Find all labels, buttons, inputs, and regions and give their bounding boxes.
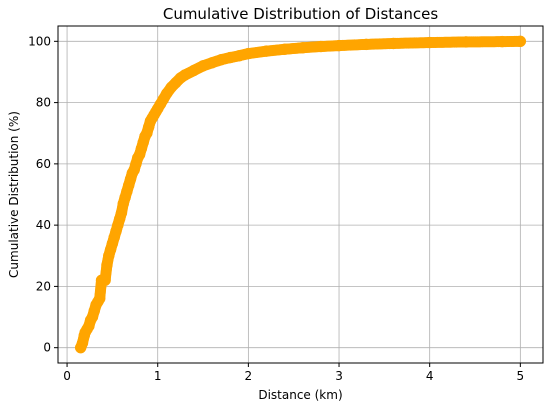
x-tick-label: 5 <box>517 369 525 383</box>
y-axis-label: Cumulative Distribution (%) <box>7 111 21 278</box>
y-tick-label: 80 <box>36 96 51 110</box>
x-tick-label: 0 <box>63 369 71 383</box>
x-axis-ticks: 0 1 2 3 4 5 <box>63 363 524 383</box>
y-axis-ticks: 0 20 40 60 80 100 <box>28 34 58 355</box>
data-points <box>74 35 527 354</box>
y-tick-label: 40 <box>36 218 51 232</box>
grid-layer <box>58 26 543 363</box>
chart-title: Cumulative Distribution of Distances <box>163 5 438 23</box>
y-tick-label: 60 <box>36 157 51 171</box>
x-tick-label: 4 <box>426 369 434 383</box>
x-tick-label: 1 <box>154 369 162 383</box>
y-tick-label: 0 <box>43 341 51 355</box>
x-tick-label: 3 <box>335 369 343 383</box>
y-tick-label: 100 <box>28 34 51 48</box>
x-axis-label: Distance (km) <box>258 388 342 402</box>
plot-area-frame <box>57 25 544 364</box>
data-point-fill <box>513 35 525 47</box>
y-tick-label: 20 <box>36 279 51 293</box>
x-tick-label: 2 <box>245 369 253 383</box>
